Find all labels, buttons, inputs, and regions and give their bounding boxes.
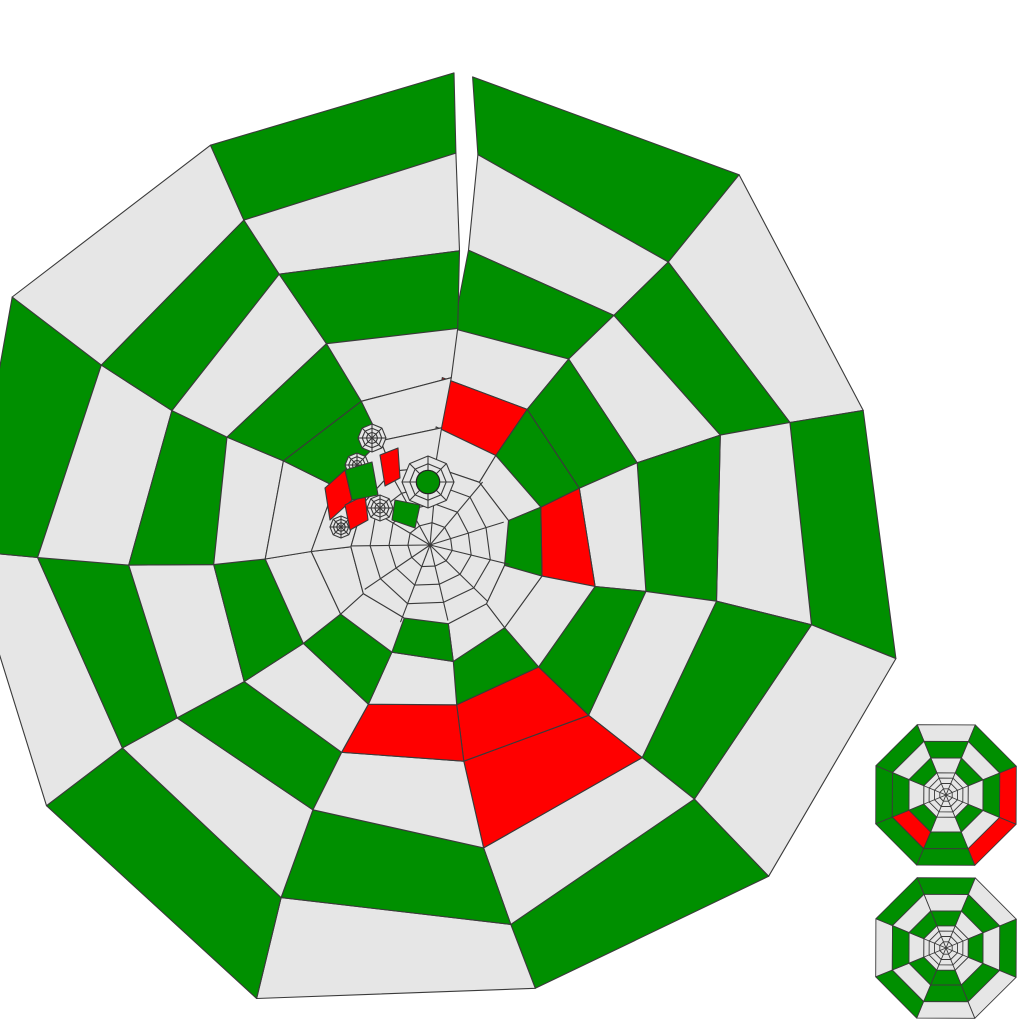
mini-web-bottom-hub-spoke-1 bbox=[945, 925, 956, 949]
main-web-hub-spoke-8 bbox=[351, 544, 431, 547]
mini-web-top-cell-r0-s6 bbox=[875, 765, 893, 825]
core-shard-4 bbox=[391, 499, 421, 529]
mini-web-top-hub-spoke-0 bbox=[936, 772, 947, 796]
mini-web-bottom-cell-r1-s6 bbox=[891, 925, 910, 971]
mini-web-top-hub-spoke-7 bbox=[923, 785, 947, 796]
mini-web-bottom-hub-spoke-7 bbox=[923, 938, 947, 949]
mini-web-top-hub-spoke-3 bbox=[945, 794, 969, 805]
main-web-hub-spoke-2 bbox=[429, 521, 504, 546]
mini-web-top-cell-r1-s2 bbox=[982, 772, 1001, 818]
mini-web-top-cell-r1-s6 bbox=[891, 772, 910, 818]
core-cluster-green-hole bbox=[401, 455, 455, 509]
core-cluster-low bbox=[329, 515, 353, 539]
core-cluster-top bbox=[357, 423, 387, 453]
mini-web-top-hub-spoke-6 bbox=[923, 794, 947, 805]
core-shard-2 bbox=[379, 447, 401, 487]
core-shard-3 bbox=[344, 461, 379, 501]
main-web-hub-spoke-5 bbox=[429, 544, 449, 621]
mini-web-top-hub-spoke-5 bbox=[936, 794, 947, 818]
core-cluster-mid bbox=[366, 494, 394, 522]
mini-web-bottom-hub-spoke-4 bbox=[945, 947, 956, 971]
mini-web-bottom-cell-r0-s2 bbox=[999, 918, 1017, 978]
mini-web-bottom-cell-r1-s4 bbox=[923, 984, 969, 1003]
main-web bbox=[0, 72, 897, 1000]
mini-web-bottom-hub-spoke-2 bbox=[945, 938, 969, 949]
main-web-hub-spoke-1 bbox=[429, 481, 484, 546]
mini-web-bottom-hub-spoke-5 bbox=[936, 947, 947, 971]
mini-web-top-hub-spoke-2 bbox=[945, 785, 969, 796]
main-web-cell-r2-s2 bbox=[636, 434, 721, 602]
mini-web-bottom-cell-r0-s6 bbox=[875, 918, 893, 978]
mini-web-top-cell-r0-s2 bbox=[999, 765, 1017, 825]
mini-web-top-cell-r1-s0 bbox=[923, 740, 969, 759]
mini-web-top-cell-r1-s4 bbox=[923, 831, 969, 850]
main-web-hub-ring-3 bbox=[407, 522, 453, 568]
main-web-hub-spoke-4 bbox=[429, 544, 489, 602]
mini-web-bottom-cell-r1-s2 bbox=[982, 925, 1001, 971]
mini-web-top bbox=[875, 724, 1017, 866]
mini-web-top-hub-spoke-1 bbox=[945, 772, 956, 796]
mini-web-bottom-hub-spoke-3 bbox=[945, 947, 969, 958]
mini-web-bottom-cell-r0-s0 bbox=[916, 877, 976, 895]
mini-web-top-cell-r0-s4 bbox=[916, 848, 976, 866]
main-web-hub-spoke-3 bbox=[429, 544, 510, 565]
mini-web-bottom-hub-spoke-0 bbox=[936, 925, 947, 949]
main-web-hub-spoke-7 bbox=[364, 544, 431, 590]
mini-web-bottom-cell-r0-s4 bbox=[916, 1001, 976, 1019]
main-web-hub-spoke-6 bbox=[399, 544, 431, 623]
mini-web-bottom-hub-spoke-6 bbox=[923, 947, 947, 958]
mini-web-top-cell-r0-s0 bbox=[916, 724, 976, 742]
mini-web-bottom-cell-r1-s0 bbox=[923, 893, 969, 912]
mini-web-top-hub-spoke-4 bbox=[945, 794, 956, 818]
mini-web-bottom bbox=[875, 877, 1017, 1019]
